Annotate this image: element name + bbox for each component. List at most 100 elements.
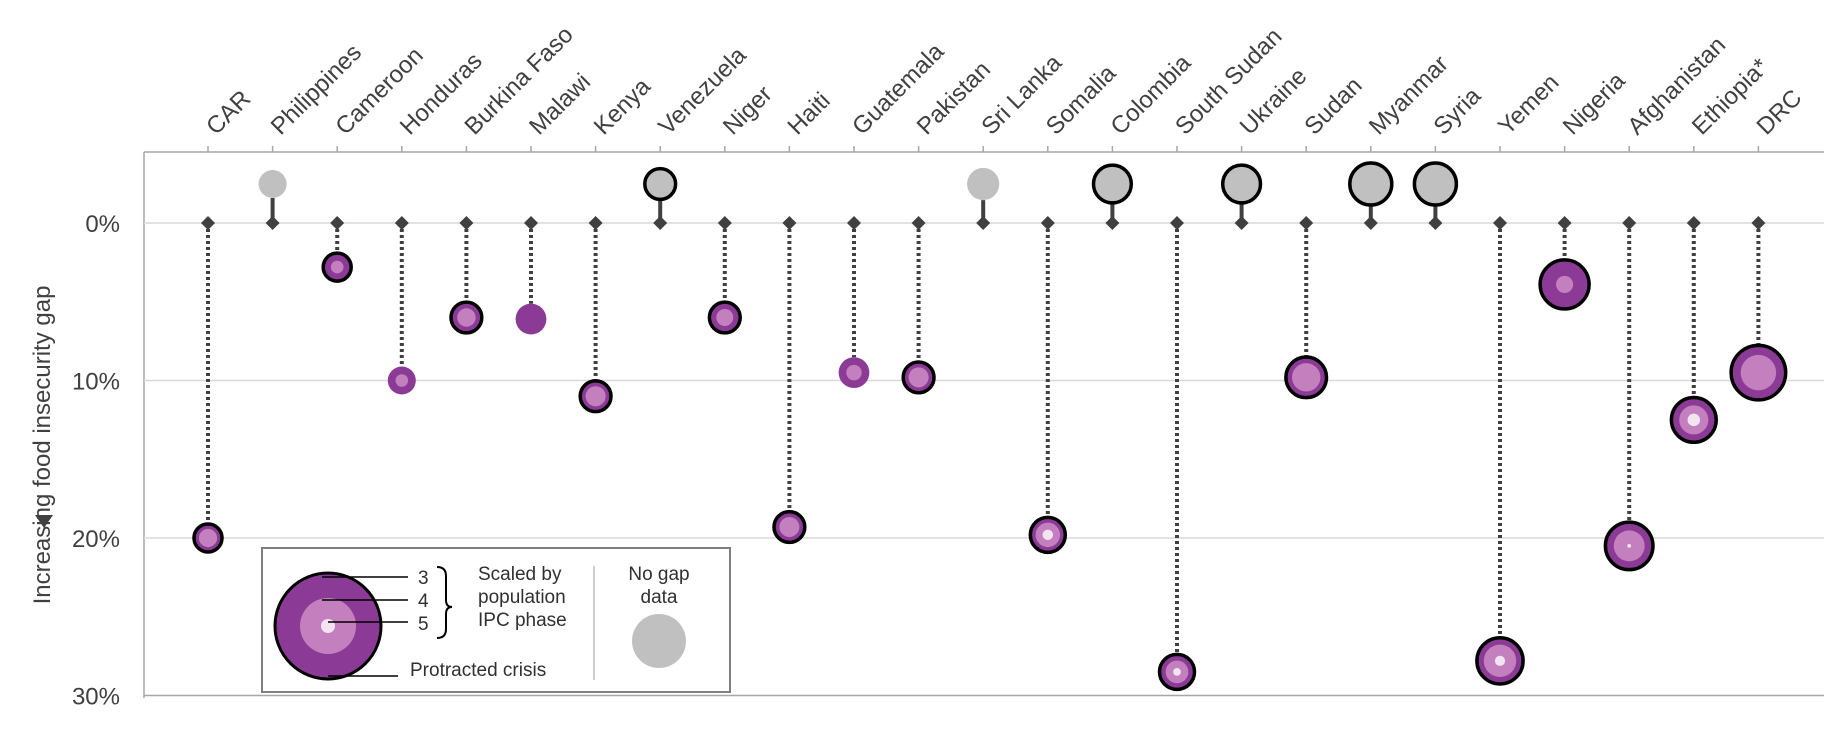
bubble-phase5-ethiopia	[1687, 413, 1701, 427]
bubble-sudan	[1284, 355, 1329, 400]
baseline-markers	[201, 216, 1766, 230]
bubble-outer-syria	[1412, 161, 1459, 207]
legend-protracted: Protracted crisis	[410, 660, 546, 681]
baseline-diamond-ethiopia	[1686, 216, 1701, 230]
bubble-outer-colombia	[1091, 163, 1134, 205]
bubble-phase4-drc	[1740, 354, 1777, 391]
baseline-diamond-south-sudan	[1170, 216, 1184, 230]
legend-no-gap-line2: data	[641, 587, 678, 608]
legend-phase-5: 5	[418, 614, 429, 635]
bubble-pakistan	[901, 360, 936, 395]
bubble-phase4-haiti	[779, 516, 800, 537]
bubble-malawi	[515, 303, 547, 335]
country-label-nigeria: Nigeria	[1558, 67, 1631, 140]
bubble-drc	[1729, 343, 1788, 402]
down-triangle-icon	[35, 515, 53, 528]
y-axis-title-group: Increasing food insecurity gap	[29, 286, 56, 605]
baseline-diamond-afghanistan	[1622, 216, 1637, 230]
bubble-burkina-faso	[449, 300, 484, 335]
baseline-diamond-colombia	[1105, 216, 1120, 230]
bubble-philippines	[258, 170, 287, 198]
bubbles	[192, 161, 1788, 692]
bubble-kenya	[578, 379, 613, 414]
bubble-niger	[707, 300, 742, 335]
bubble-haiti	[772, 509, 807, 545]
legend-phase5-circle	[321, 619, 335, 633]
legend-no-gap-line1: No gap	[628, 564, 689, 585]
bubble-outer-philippines	[258, 170, 287, 198]
bubble-south-sudan	[1157, 652, 1197, 692]
baseline-diamond-burkina-faso	[459, 216, 474, 230]
legend-scaled-line3: IPC phase	[478, 610, 567, 631]
baseline-diamond-syria	[1428, 216, 1443, 230]
legend-scaled-line1: Scaled by	[478, 564, 562, 585]
bubble-syria	[1412, 161, 1459, 207]
y-tick-label: 20%	[72, 526, 120, 553]
y-tick-label: 10%	[72, 369, 120, 396]
country-label-syria: Syria	[1429, 82, 1487, 140]
baseline-diamond-philippines	[265, 216, 280, 230]
bubble-cameroon	[321, 251, 353, 283]
baseline-diamond-somalia	[1040, 216, 1055, 230]
bubble-phase4-sudan	[1291, 363, 1321, 392]
bubble-phase4-car	[198, 528, 218, 548]
baseline-diamond-myanmar	[1363, 216, 1378, 230]
y-tick-labels: 0% 10% 20% 30%	[72, 211, 120, 711]
baseline-diamond-sri-lanka	[976, 216, 991, 230]
baseline-diamond-car	[201, 216, 215, 230]
baseline-diamond-kenya	[588, 216, 603, 230]
baseline-diamond-cameroon	[330, 216, 345, 230]
bubble-phase4-pakistan	[908, 367, 929, 388]
bubble-ethiopia	[1669, 395, 1718, 445]
bubble-phase5-somalia	[1042, 529, 1054, 541]
bubble-yemen	[1475, 636, 1525, 686]
country-label-haiti: Haiti	[783, 87, 836, 140]
legend: 3 4 5 Scaled by population IPC phase Pro…	[261, 547, 731, 693]
country-label-kenya: Kenya	[589, 73, 657, 141]
bubble-outer-myanmar	[1348, 161, 1394, 207]
country-label-niger: Niger	[718, 81, 778, 141]
country-label-yemen: Yemen	[1493, 69, 1564, 140]
x-ticks	[207, 146, 1760, 152]
bubble-nigeria	[1538, 258, 1591, 311]
bubble-ukraine	[1220, 163, 1263, 205]
bubble-guatemala	[838, 357, 870, 389]
country-label-drc: DRC	[1752, 84, 1808, 140]
y-axis-title: Increasing food insecurity gap	[29, 286, 56, 605]
bubble-phase5-south-sudan	[1173, 668, 1181, 676]
legend-phase-4: 4	[418, 591, 429, 612]
bubble-phase4-cameroon	[330, 260, 344, 274]
legend-brace	[436, 566, 453, 639]
y-tick-label: 30%	[72, 684, 120, 711]
baseline-diamond-ukraine	[1234, 216, 1249, 230]
baseline-diamond-nigeria	[1557, 216, 1572, 230]
baseline-diamond-pakistan	[911, 216, 926, 230]
country-label-car: CAR	[201, 85, 256, 140]
baseline-diamond-sudan	[1299, 216, 1314, 230]
bubble-phase4-niger	[716, 309, 734, 326]
baseline-diamond-haiti	[782, 216, 797, 230]
bubble-phase5-afghanistan	[1627, 543, 1632, 548]
bubble-honduras	[387, 366, 416, 395]
baseline-diamond-venezuela	[653, 216, 668, 230]
baseline-diamond-yemen	[1493, 216, 1507, 230]
bubble-phase5-yemen	[1494, 655, 1506, 666]
y-tick-label: 0%	[85, 211, 120, 238]
baseline-diamond-guatemala	[847, 216, 861, 230]
baseline-diamond-drc	[1751, 216, 1766, 230]
legend-no-gap-circle	[632, 614, 686, 668]
bubble-outer-venezuela	[643, 166, 678, 202]
baseline-diamond-niger	[717, 216, 732, 230]
baseline-diamond-honduras	[394, 216, 409, 230]
bubble-phase4-nigeria	[1556, 275, 1574, 293]
bubble-myanmar	[1348, 161, 1394, 207]
bubble-phase4-honduras	[395, 374, 409, 387]
bubble-afghanistan	[1603, 520, 1655, 572]
bubble-phase4-guatemala	[846, 364, 862, 381]
bubble-outer-ukraine	[1220, 163, 1263, 205]
bubble-outer-sri-lanka	[967, 167, 1000, 201]
bubble-phase3-malawi	[515, 303, 547, 335]
bubble-venezuela	[643, 166, 678, 202]
